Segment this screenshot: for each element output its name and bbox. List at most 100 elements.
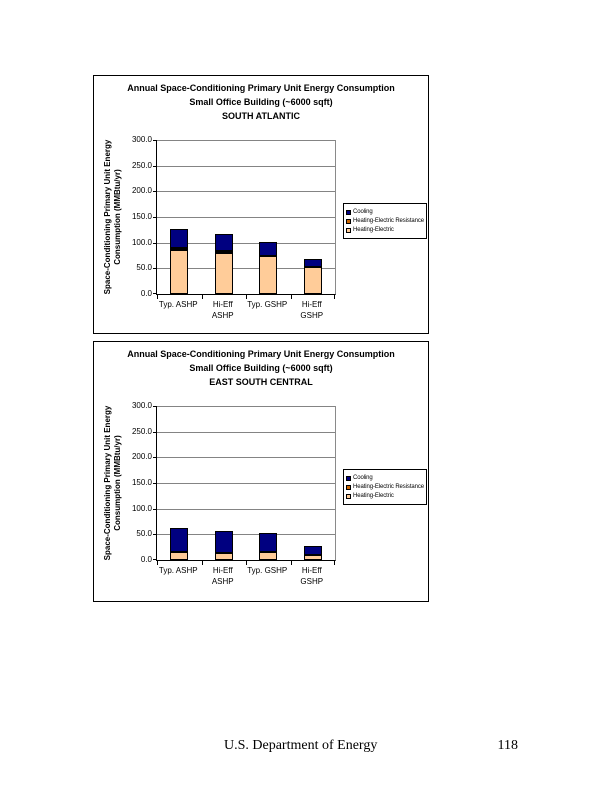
gridline (157, 217, 335, 218)
y-tick-mark (153, 559, 157, 560)
x-tick-mark (290, 561, 292, 565)
gridline (157, 508, 335, 510)
gridline (157, 457, 335, 459)
legend-label: Heating-Electric (353, 493, 394, 499)
x-axis-label: Hi-Eff GSHP (282, 299, 342, 321)
y-tick-mark (153, 534, 157, 536)
y-tick-mark (153, 165, 157, 167)
gridline (157, 534, 335, 536)
y-tick-label: 50.0 (136, 529, 152, 539)
bar-segment-cooling (214, 234, 233, 252)
y-tick-mark (153, 268, 157, 270)
legend: Cooling Heating-Electric Resistance Heatin… (343, 469, 427, 505)
bar-segment-cooling (214, 530, 233, 554)
y-tick-label: 250.0 (131, 426, 152, 436)
y-tick-label: 250.0 (131, 160, 152, 170)
x-axis-label: Typ. ASHP (148, 299, 208, 310)
legend-label: Heating-Electric Resistance (353, 218, 424, 224)
chart-title-line1: Annual Space-Conditioning Primary Unit E… (127, 83, 395, 93)
x-axis-label: Hi-Eff GSHP (282, 565, 342, 587)
y-tick-mark (153, 483, 157, 484)
y-tick-label: 200.0 (131, 452, 152, 462)
legend-item: Cooling (346, 474, 424, 482)
gridline (157, 242, 335, 244)
x-tick-mark (246, 561, 247, 565)
x-tick-mark (201, 295, 203, 299)
chart-east-south-central: Annual Space-Conditioning Primary Unit E… (93, 341, 429, 602)
chart-title: Annual Space-Conditioning Primary Unit E… (94, 76, 428, 123)
x-axis-label: Hi-Eff ASHP (193, 299, 253, 321)
y-tick-label: 0.0 (140, 555, 152, 564)
bar-segment-heating_electric (214, 253, 233, 294)
bar-segment-heating_electric (303, 266, 322, 294)
x-tick-mark (334, 295, 335, 299)
bar-segment-cooling (170, 527, 189, 553)
plot-area (153, 406, 336, 565)
y-axis-tick-labels: 300.0 250.0 200.0 150.0 100.0 50.0 0.0 (116, 136, 152, 298)
legend-marker-heating_electric_resistance (346, 218, 351, 224)
legend-marker-heating_electric_resistance (346, 484, 351, 490)
y-tick-label: 100.0 (131, 503, 152, 513)
legend-label: Heating-Electric Resistance (353, 484, 424, 490)
x-axis-label-line: Hi-Eff (301, 300, 322, 309)
x-axis-label: Typ. GSHP (237, 565, 297, 576)
bar-segment-heating_electric_resistance (170, 247, 189, 251)
bar-segment-heating_electric (259, 552, 278, 560)
x-axis-label-line: Typ. ASHP (158, 566, 198, 575)
gridline (157, 406, 335, 407)
x-axis-labels: Typ. ASHP Hi-Eff ASHP Typ. GSHP Hi-Eff GSHP (156, 299, 334, 331)
x-tick-mark (334, 561, 335, 565)
x-axis-label-line: ASHP (211, 577, 234, 586)
x-axis-label-line: Hi-Eff (212, 300, 233, 309)
y-tick-label: 300.0 (131, 135, 152, 144)
legend-item: Heating-Electric Resistance (346, 217, 424, 225)
x-axis-label-line: GSHP (300, 311, 324, 320)
y-tick-mark (153, 217, 157, 218)
legend-marker-heating_electric (346, 227, 351, 233)
bar-segment-cooling (259, 533, 278, 553)
gridline (157, 191, 335, 193)
chart-title-region: EAST SOUTH CENTRAL (209, 377, 313, 387)
x-axis-label-line: GSHP (300, 577, 324, 586)
y-tick-label: 150.0 (131, 478, 152, 487)
chart-title-line2: Small Office Building (~6000 sqft) (189, 97, 333, 107)
bar-segment-cooling (259, 241, 278, 256)
legend-label: Heating-Electric (353, 227, 394, 233)
y-axis-tick-labels: 300.0 250.0 200.0 150.0 100.0 50.0 0.0 (116, 402, 152, 564)
x-axis-label-line: Typ. ASHP (158, 300, 198, 309)
page-number: 118 (497, 738, 518, 753)
bar-segment-heating_electric (259, 255, 278, 294)
y-tick-label: 100.0 (131, 237, 152, 247)
x-tick-mark (246, 295, 247, 299)
chart-title: Annual Space-Conditioning Primary Unit E… (94, 342, 428, 389)
x-axis-label-line: Typ. GSHP (247, 300, 288, 309)
bar-segment-cooling (303, 259, 322, 267)
y-tick-label: 50.0 (136, 263, 152, 273)
legend-item: Heating-Electric Resistance (346, 483, 424, 491)
gridline (157, 483, 335, 484)
x-axis-label: Hi-Eff ASHP (193, 565, 253, 587)
legend-label: Cooling (353, 475, 373, 481)
y-tick-mark (153, 508, 157, 510)
legend-marker-heating_electric (346, 493, 351, 499)
legend-marker-cooling (346, 475, 351, 481)
y-tick-mark (153, 191, 157, 193)
gridline (157, 165, 335, 167)
bar-segment-heating_electric (214, 553, 233, 560)
chart-title-region: SOUTH ATLANTIC (222, 111, 300, 121)
x-axis-label: Typ. ASHP (148, 565, 208, 576)
legend-item: Heating-Electric (346, 226, 424, 234)
chart-south-atlantic: Annual Space-Conditioning Primary Unit E… (93, 75, 429, 334)
x-axis-label-line: Hi-Eff (301, 566, 322, 575)
y-tick-mark (153, 457, 157, 459)
y-tick-mark (153, 431, 157, 433)
footer-text: U.S. Department of Energy (224, 738, 378, 753)
gridline (157, 140, 335, 141)
x-axis-label-line: ASHP (211, 311, 234, 320)
y-tick-label: 200.0 (131, 186, 152, 196)
x-axis-labels: Typ. ASHP Hi-Eff ASHP Typ. GSHP Hi-Eff GSHP (156, 565, 334, 597)
y-tick-mark (153, 406, 157, 407)
x-tick-mark (157, 561, 158, 565)
y-tick-label: 0.0 (140, 289, 152, 298)
